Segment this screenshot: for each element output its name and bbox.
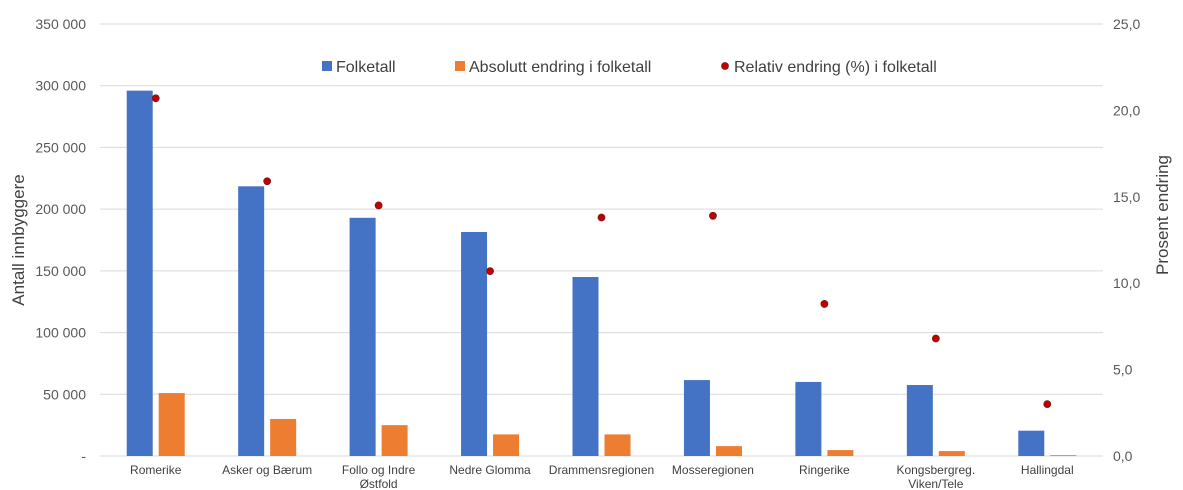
scatter-point — [597, 213, 606, 222]
scatter-series — [151, 94, 1052, 409]
category-label: Romerike — [130, 463, 182, 477]
bar — [349, 217, 376, 456]
bar — [158, 393, 185, 456]
y-tick-label: 350 000 — [35, 16, 86, 32]
y2-axis-title: Prosent endring — [1153, 155, 1172, 275]
y2-tick-label: 15,0 — [1113, 189, 1140, 205]
bar — [827, 450, 854, 456]
legend-label: Folketall — [336, 59, 396, 76]
category-label: Kongsbergreg. Viken/Tele — [896, 463, 975, 490]
bar — [1050, 455, 1077, 456]
bar — [461, 231, 488, 456]
y-tick-label: 300 000 — [35, 78, 86, 94]
bar — [795, 381, 822, 456]
bar-series — [126, 90, 1077, 456]
legend-label: Absolutt endring i folketall — [469, 59, 651, 76]
left-axis-ticks: - 50 000 100 000 150 000 200 000 250 000 300 0… — [35, 16, 86, 464]
bar — [270, 418, 297, 456]
category-label: Drammensregionen — [549, 463, 654, 477]
y-tick-label: 50 000 — [43, 386, 86, 402]
legend: Folketall Absolutt endring i folketall Rel… — [322, 59, 937, 76]
bar — [604, 434, 631, 456]
category-labels: Romerike Asker og Bærum Follo og Indre Østf… — [130, 463, 1074, 490]
scatter-point — [374, 201, 383, 210]
bar — [381, 425, 408, 456]
legend-swatch — [322, 61, 332, 71]
category-label: Hallingdal — [1021, 463, 1074, 477]
legend-item: Folketall — [322, 59, 396, 76]
y2-tick-label: 5,0 — [1113, 362, 1133, 378]
category-label: Nedre Glomma — [449, 463, 531, 477]
bar — [126, 90, 153, 456]
legend-label: Relativ endring (%) i folketall — [734, 59, 937, 76]
scatter-point — [709, 211, 717, 220]
bar — [683, 380, 710, 456]
y2-tick-label: 25,0 — [1113, 16, 1140, 32]
bar — [715, 446, 742, 456]
y-tick-label: 250 000 — [35, 139, 86, 155]
legend-swatch — [455, 61, 465, 71]
legend-item: Relativ endring (%) i folketall — [721, 59, 937, 76]
bar — [493, 434, 520, 456]
scatter-point — [931, 334, 940, 343]
scatter-point — [486, 267, 494, 276]
category-label: Follo og Indre Østfold — [342, 463, 416, 490]
bar — [572, 277, 599, 456]
scatter-point — [1043, 400, 1052, 409]
legend-swatch — [721, 62, 729, 70]
y-tick-label: - — [81, 448, 86, 464]
scatter-point — [820, 300, 829, 308]
category-label: Ringerike — [799, 463, 850, 477]
y-tick-label: 150 000 — [35, 263, 86, 279]
y-tick-label: 200 000 — [35, 201, 86, 217]
y2-tick-label: 20,0 — [1113, 102, 1140, 118]
y-axis-title: Antall innbyggere — [9, 174, 28, 305]
y-tick-label: 100 000 — [35, 325, 86, 341]
scatter-point — [151, 94, 160, 103]
bar — [238, 186, 265, 456]
category-label: Mosseregionen — [672, 463, 754, 477]
bar — [906, 385, 933, 456]
legend-item: Absolutt endring i folketall — [455, 59, 651, 76]
right-axis-ticks: 0,0 5,0 10,0 15,0 20,0 25,0 — [1113, 16, 1140, 464]
gridlines — [100, 23, 1103, 457]
scatter-point — [263, 177, 272, 186]
y2-tick-label: 10,0 — [1113, 275, 1140, 291]
bar — [1018, 430, 1045, 456]
category-label: Asker og Bærum — [222, 463, 312, 477]
bar — [938, 451, 965, 456]
y2-tick-label: 0,0 — [1113, 448, 1133, 464]
